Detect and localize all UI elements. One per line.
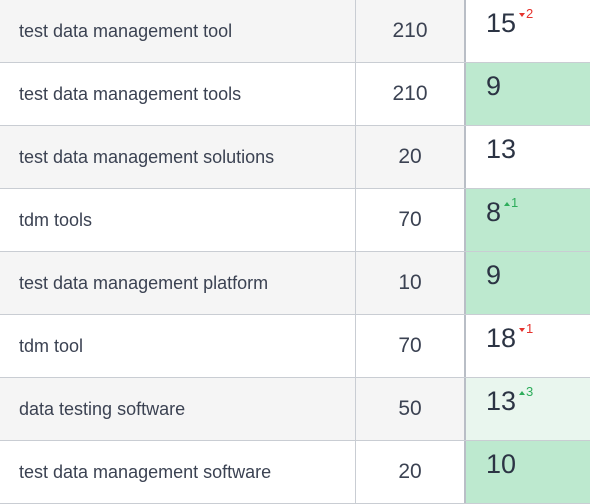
position-value: 13 [486,134,517,164]
position-change-value: 2 [526,6,534,21]
keyword-cell[interactable]: test data management tool [0,0,356,62]
keyword-cell[interactable]: tdm tools [0,189,356,251]
table-row[interactable]: test data management solutions 20 13 [0,126,590,189]
position-value: 18 [486,323,517,353]
position-value: 10 [486,449,517,479]
position-cell: 13 [466,126,590,188]
table-row[interactable]: data testing software 50 13 3 [0,378,590,441]
position-cell: 9 [466,252,590,314]
keyword-cell[interactable]: test data management platform [0,252,356,314]
keyword-cell[interactable]: data testing software [0,378,356,440]
position-change-value: 1 [511,195,519,210]
position-cell: 13 3 [466,378,590,440]
volume-cell: 210 [356,0,466,62]
position-value: 9 [486,71,502,101]
volume-cell: 20 [356,441,466,503]
keyword-cell[interactable]: test data management tools [0,63,356,125]
position-cell: 15 2 [466,0,590,62]
triangle-down-icon [519,327,526,332]
table-row[interactable]: test data management platform 10 9 [0,252,590,315]
triangle-up-icon [519,390,526,395]
triangle-up-icon [504,201,511,206]
triangle-down-icon [519,12,526,17]
position-value: 8 [486,197,502,227]
volume-cell: 50 [356,378,466,440]
volume-cell: 210 [356,63,466,125]
table-row[interactable]: tdm tool 70 18 1 [0,315,590,378]
position-value: 15 [486,8,517,38]
keyword-cell[interactable]: test data management software [0,441,356,503]
position-change-value: 3 [526,384,534,399]
position-change: 3 [519,384,533,399]
table-row[interactable]: test data management tool 210 15 2 [0,0,590,63]
table-row[interactable]: test data management tools 210 9 [0,63,590,126]
volume-cell: 70 [356,315,466,377]
keyword-cell[interactable]: test data management solutions [0,126,356,188]
position-cell: 18 1 [466,315,590,377]
position-cell: 9 [466,63,590,125]
volume-cell: 20 [356,126,466,188]
position-change: 2 [519,6,533,21]
volume-cell: 10 [356,252,466,314]
table-row[interactable]: test data management software 20 10 [0,441,590,504]
position-value: 13 [486,386,517,416]
position-value: 9 [486,260,502,290]
volume-cell: 70 [356,189,466,251]
position-change: 1 [504,195,518,210]
position-change-value: 1 [526,321,534,336]
keyword-cell[interactable]: tdm tool [0,315,356,377]
position-cell: 10 [466,441,590,503]
position-change: 1 [519,321,533,336]
